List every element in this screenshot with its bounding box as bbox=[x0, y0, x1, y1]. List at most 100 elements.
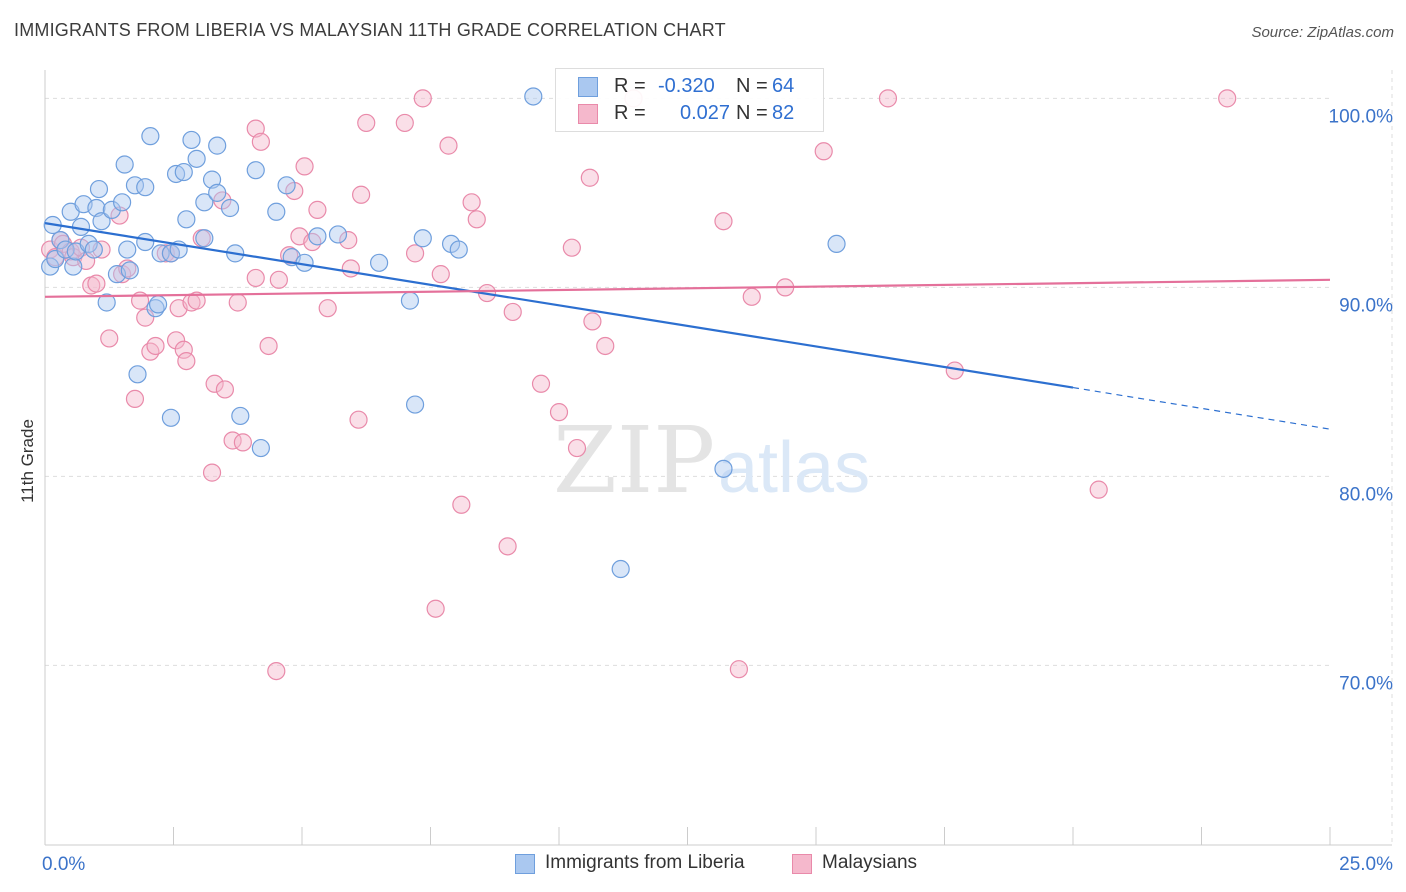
malaysians-point bbox=[303, 232, 322, 252]
malaysians-point bbox=[498, 537, 517, 556]
malaysians-point bbox=[439, 136, 458, 155]
malaysians-point bbox=[431, 265, 450, 284]
n-value: 82 bbox=[772, 102, 795, 124]
malaysians-point bbox=[580, 168, 599, 187]
n-label: N = bbox=[736, 75, 768, 97]
malaysians-point bbox=[729, 660, 749, 679]
malaysians-point bbox=[202, 463, 222, 482]
malaysians-point bbox=[814, 142, 833, 161]
liberia-point bbox=[611, 559, 630, 579]
malaysians-point bbox=[413, 89, 432, 108]
y-tick-label: 90.0% bbox=[1339, 295, 1393, 316]
liberia-point bbox=[827, 234, 846, 254]
liberia-point bbox=[148, 295, 168, 314]
n-value: 64 bbox=[772, 75, 795, 97]
blue-swatch bbox=[578, 77, 598, 97]
malaysians-point bbox=[395, 113, 414, 133]
liberia-point bbox=[231, 406, 250, 426]
liberia-point bbox=[51, 231, 70, 250]
liberia-point bbox=[267, 202, 286, 221]
liberia-point bbox=[84, 240, 103, 259]
liberia-point bbox=[246, 161, 265, 180]
source-label: Source: ZipAtlas.com bbox=[1251, 24, 1394, 41]
y-tick-label: 70.0% bbox=[1339, 673, 1393, 694]
malaysians-point bbox=[166, 331, 186, 350]
liberia-point bbox=[308, 227, 327, 246]
malaysians-trend-line bbox=[44, 278, 1331, 298]
malaysians-point bbox=[352, 185, 371, 204]
y-axis-label: 11th Grade bbox=[18, 419, 37, 503]
malaysians-point bbox=[467, 210, 486, 229]
liberia-point bbox=[400, 291, 420, 310]
malaysians-point bbox=[596, 336, 615, 356]
malaysians-point bbox=[187, 291, 206, 310]
x-tick-label: 0.0% bbox=[42, 854, 85, 875]
liberia-point bbox=[89, 179, 109, 199]
liberia-point bbox=[187, 149, 206, 168]
liberia-point bbox=[120, 261, 139, 280]
malaysians-point bbox=[339, 231, 358, 250]
liberia-point bbox=[102, 200, 121, 219]
n-label: N = bbox=[736, 102, 768, 124]
malaysians-point bbox=[100, 329, 119, 348]
liberia-point bbox=[405, 395, 425, 414]
liberia-point bbox=[182, 130, 201, 150]
malaysians-point bbox=[269, 270, 288, 289]
malaysians-point bbox=[878, 89, 898, 108]
liberia-point bbox=[370, 253, 389, 272]
malaysians-point bbox=[308, 200, 327, 219]
liberia-point bbox=[151, 244, 170, 263]
malaysians-point bbox=[503, 302, 522, 322]
watermark-atlas: atlas bbox=[718, 428, 870, 508]
malaysians-point bbox=[177, 351, 196, 371]
malaysians-point bbox=[714, 212, 733, 231]
liberia-point bbox=[277, 176, 296, 195]
malaysians-point bbox=[531, 374, 551, 393]
malaysians-point bbox=[141, 342, 160, 361]
malaysians-point bbox=[280, 246, 299, 265]
malaysians-points bbox=[41, 89, 1237, 681]
legend-label-malaysians: Malaysians bbox=[822, 852, 918, 873]
malaysians-point bbox=[146, 336, 165, 356]
r-value: -0.320 bbox=[658, 75, 715, 97]
malaysians-point bbox=[405, 244, 425, 263]
liberia-point bbox=[413, 229, 432, 248]
liberia-point bbox=[328, 225, 348, 244]
malaysians-point bbox=[295, 157, 314, 176]
watermark: ZIP atlas bbox=[553, 407, 870, 514]
malaysians-point bbox=[1089, 480, 1108, 499]
liberia-point bbox=[208, 136, 227, 155]
liberia-point bbox=[79, 234, 98, 254]
r-label: R = bbox=[614, 102, 646, 124]
axes bbox=[44, 70, 1392, 846]
pink-swatch bbox=[578, 104, 598, 124]
malaysians-point bbox=[233, 433, 252, 452]
liberia-trend-line bbox=[44, 222, 1074, 389]
malaysians-point bbox=[1218, 89, 1237, 108]
malaysians-point bbox=[87, 274, 106, 293]
malaysians-point bbox=[452, 495, 471, 514]
liberia-point bbox=[136, 178, 155, 197]
tick-labels: 100.0% 90.0% 80.0% 70.0% 0.0% 25.0% bbox=[42, 106, 1393, 875]
malaysians-point bbox=[562, 238, 581, 257]
malaysians-point bbox=[174, 340, 193, 359]
liberia-point bbox=[714, 459, 733, 478]
malaysians-point bbox=[246, 268, 265, 288]
liberia-point bbox=[174, 162, 193, 182]
malaysians-point bbox=[426, 599, 445, 618]
malaysians-point bbox=[462, 193, 481, 212]
liberia-point bbox=[195, 193, 214, 212]
liberia-point bbox=[118, 240, 137, 259]
pink-swatch bbox=[792, 854, 812, 874]
liberia-point bbox=[112, 193, 132, 212]
malaysians-point bbox=[215, 380, 234, 399]
liberia-point bbox=[251, 438, 270, 458]
liberia-point bbox=[177, 210, 196, 229]
blue-swatch bbox=[515, 854, 535, 874]
trend-lines bbox=[44, 222, 1331, 430]
malaysians-point bbox=[549, 403, 569, 422]
liberia-point bbox=[141, 127, 160, 146]
malaysians-point bbox=[341, 259, 360, 278]
malaysians-point bbox=[259, 336, 278, 356]
